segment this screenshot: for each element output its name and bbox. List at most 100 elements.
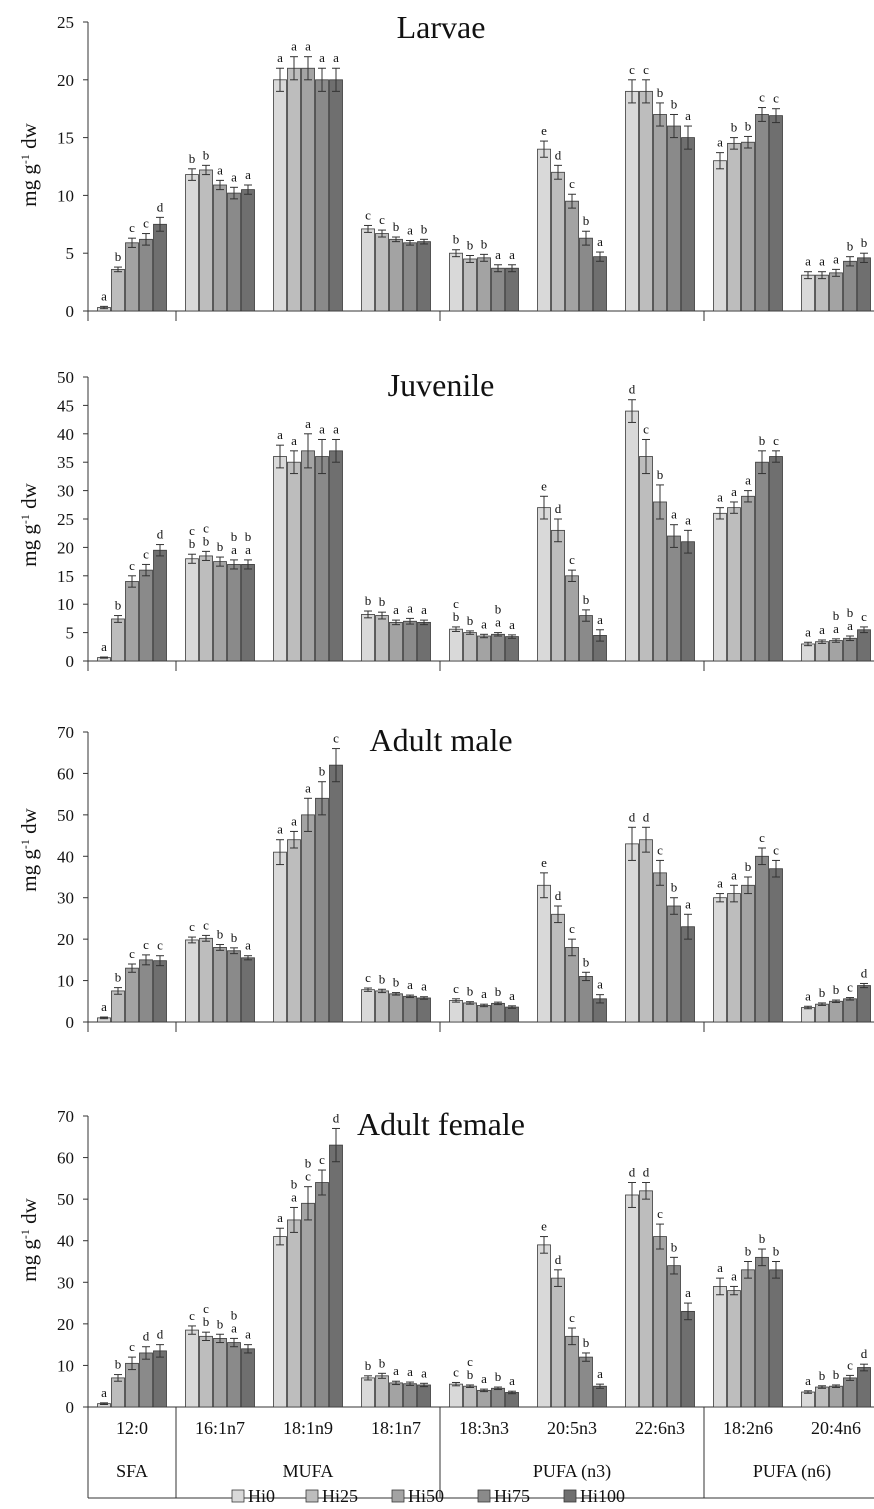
significance-letter: b: [583, 592, 590, 607]
significance-letter: b: [115, 249, 122, 264]
group-label: MUFA: [283, 1461, 334, 1481]
significance-letter: c: [569, 552, 575, 567]
y-tick-label: 60: [57, 1149, 74, 1168]
significance-letter: a: [101, 288, 107, 303]
panel-adult-male: Adult male mg g-1 dw 010203040506070abcc…: [17, 722, 874, 1032]
bar: [375, 1375, 389, 1408]
significance-letter: b: [731, 120, 738, 135]
significance-letter: a: [717, 135, 723, 150]
bar: [565, 575, 579, 662]
significance-letter: a: [333, 50, 339, 65]
significance-letter: a: [717, 490, 723, 505]
bar: [755, 855, 769, 1023]
bar: [199, 1335, 213, 1408]
bar: [125, 242, 139, 312]
y-tick-label: 40: [57, 1232, 74, 1251]
significance-letter: b: [453, 232, 460, 247]
y-tick-label: 35: [57, 453, 74, 472]
significance-letter: b: [847, 239, 854, 254]
significance-letter: b: [305, 1156, 312, 1171]
legend: Hi0 Hi25 Hi50 Hi75 Hi100: [231, 1486, 625, 1506]
bar: [463, 258, 477, 312]
bar: [815, 1386, 829, 1408]
bar: [389, 621, 403, 662]
significance-letter: b: [393, 219, 400, 234]
significance-letter: a: [319, 421, 325, 436]
bar: [741, 141, 755, 312]
significance-letter: c: [189, 919, 195, 934]
significance-letter: c: [129, 220, 135, 235]
significance-letter: a: [305, 416, 311, 431]
significance-letter: b: [231, 1307, 238, 1322]
significance-letter: c: [467, 1354, 473, 1369]
significance-letter: b: [671, 880, 678, 895]
bar: [579, 615, 593, 662]
significance-letter: c: [365, 207, 371, 222]
bar: [315, 79, 329, 312]
significance-letter: b: [393, 975, 400, 990]
bar: [477, 635, 491, 662]
bar: [815, 1003, 829, 1023]
legend-label: Hi100: [580, 1486, 625, 1506]
y-tick-label: 30: [57, 1273, 74, 1292]
bar: [857, 985, 871, 1023]
bar: [565, 200, 579, 312]
significance-letter: a: [685, 896, 691, 911]
significance-letter: a: [805, 624, 811, 639]
bar: [199, 169, 213, 312]
significance-letter: a: [231, 1320, 237, 1335]
legend-swatch: [477, 1489, 491, 1503]
bar: [653, 872, 667, 1023]
bar: [727, 893, 741, 1023]
significance-letter: c: [453, 981, 459, 996]
bar: [681, 926, 695, 1023]
y-tick-label: 70: [57, 1107, 74, 1126]
category-label: 18:1n7: [371, 1418, 421, 1438]
bar: [403, 242, 417, 312]
significance-letter: c: [143, 546, 149, 561]
bar: [315, 456, 329, 662]
bar: [857, 1367, 871, 1408]
bar: [829, 1000, 843, 1023]
significance-letter: b: [189, 536, 196, 551]
bar: [361, 614, 375, 662]
y-tick-label: 20: [57, 1315, 74, 1334]
category-label: 16:1n7: [195, 1418, 245, 1438]
significance-letter: c: [773, 91, 779, 106]
significance-letter: c: [629, 62, 635, 77]
bar: [755, 114, 769, 312]
y-tick-label: 0: [66, 1013, 75, 1032]
significance-letter: a: [671, 507, 677, 522]
significance-letter: a: [597, 612, 603, 627]
y-tick-label: 30: [57, 889, 74, 908]
significance-letter: e: [541, 478, 547, 493]
bar: [491, 1387, 505, 1408]
significance-letter: a: [717, 876, 723, 891]
significance-letter: a: [495, 615, 501, 630]
significance-letter: c: [847, 1357, 853, 1372]
significance-letter: a: [101, 639, 107, 654]
bar: [463, 1002, 477, 1023]
significance-letter: c: [203, 917, 209, 932]
significance-letter: c: [129, 558, 135, 573]
significance-letter: a: [481, 986, 487, 1001]
bar: [713, 1286, 727, 1408]
bar: [287, 839, 301, 1023]
significance-letter: b: [231, 529, 238, 544]
y-tick-label: 5: [66, 244, 75, 263]
bar: [815, 274, 829, 312]
significance-letter: d: [157, 199, 164, 214]
bar: [403, 1383, 417, 1408]
bar: [857, 629, 871, 662]
significance-letter: a: [231, 169, 237, 184]
significance-letter: c: [305, 1169, 311, 1184]
panel-adult-female: Adult female mg g-1 dw 010203040506070ab…: [17, 1106, 874, 1417]
category-label: 20:5n3: [547, 1418, 597, 1438]
bar: [769, 868, 783, 1023]
significance-letter: a: [305, 39, 311, 54]
bar: [713, 160, 727, 312]
significance-letter: a: [393, 602, 399, 617]
bar: [417, 1384, 431, 1408]
legend-swatch: [391, 1489, 405, 1503]
